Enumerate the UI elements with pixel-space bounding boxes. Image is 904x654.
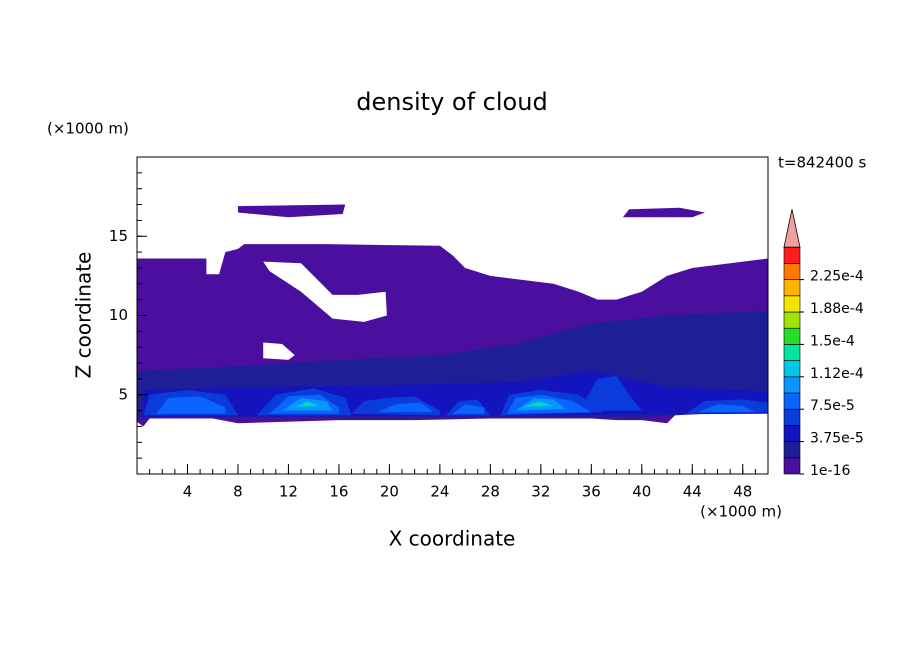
colorbar-box — [783, 246, 801, 264]
x-tick-label: 44 — [683, 483, 702, 501]
x-tick-label: 28 — [481, 483, 500, 501]
x-tick-label: 20 — [380, 483, 399, 501]
colorbar-box — [783, 376, 801, 394]
colorbar-box — [783, 457, 801, 475]
x-tick-label: 12 — [279, 483, 298, 501]
colorbar-box — [783, 295, 801, 313]
x-tick-label: 32 — [531, 483, 550, 501]
colorbar-box — [783, 311, 801, 329]
y-tick-label: 10 — [109, 306, 128, 324]
colorbar-box — [783, 327, 801, 345]
colorbar-tick-label: 7.5e-5 — [810, 398, 855, 414]
x-tick-label: 48 — [733, 483, 752, 501]
colorbar-tick-label: 1e-16 — [810, 463, 850, 479]
contour-region — [376, 402, 434, 413]
contour-region — [237, 204, 346, 218]
colorbar-extend — [783, 209, 801, 248]
contour-region — [301, 402, 314, 406]
colorbar-box — [783, 425, 801, 442]
plot-area — [137, 204, 768, 427]
colorbar-tick-label: 2.25e-4 — [810, 269, 864, 285]
colorbar-box — [783, 360, 801, 378]
chart-title: density of cloud — [356, 88, 547, 116]
colorbar-tick-label: 1.12e-4 — [810, 366, 864, 382]
x-unit: (×1000 m) — [700, 503, 782, 521]
colorbar-box — [783, 441, 801, 459]
y-tick-label: 5 — [118, 385, 128, 403]
colorbar-box — [783, 408, 801, 426]
colorbar-box — [783, 344, 801, 361]
x-axis-label: X coordinate — [389, 527, 516, 551]
contour-region — [452, 404, 485, 414]
x-tick-label: 8 — [233, 483, 243, 501]
colorbar-tick-label: 1.88e-4 — [810, 301, 864, 317]
y-unit: (×1000 m) — [47, 120, 129, 138]
colorbar-box — [783, 263, 801, 280]
x-tick-label: 16 — [329, 483, 348, 501]
contour-region — [622, 207, 705, 218]
contour-region — [532, 402, 549, 406]
time-label: t=842400 s — [778, 154, 866, 172]
colorbar-tick-label: 1.5e-4 — [810, 333, 855, 349]
y-axis-label: Z coordinate — [72, 252, 96, 379]
x-tick-label: 24 — [430, 483, 449, 501]
colorbar-box — [783, 279, 801, 297]
contour-region — [698, 404, 756, 413]
colorbar-box — [783, 392, 801, 410]
x-tick-label: 40 — [632, 483, 651, 501]
y-tick-label: 15 — [109, 227, 128, 245]
colorbar-tick-label: 3.75e-5 — [810, 431, 864, 447]
contour-region — [578, 375, 642, 411]
contour-region — [155, 396, 226, 414]
x-tick-label: 4 — [183, 483, 193, 501]
x-tick-label: 36 — [582, 483, 601, 501]
